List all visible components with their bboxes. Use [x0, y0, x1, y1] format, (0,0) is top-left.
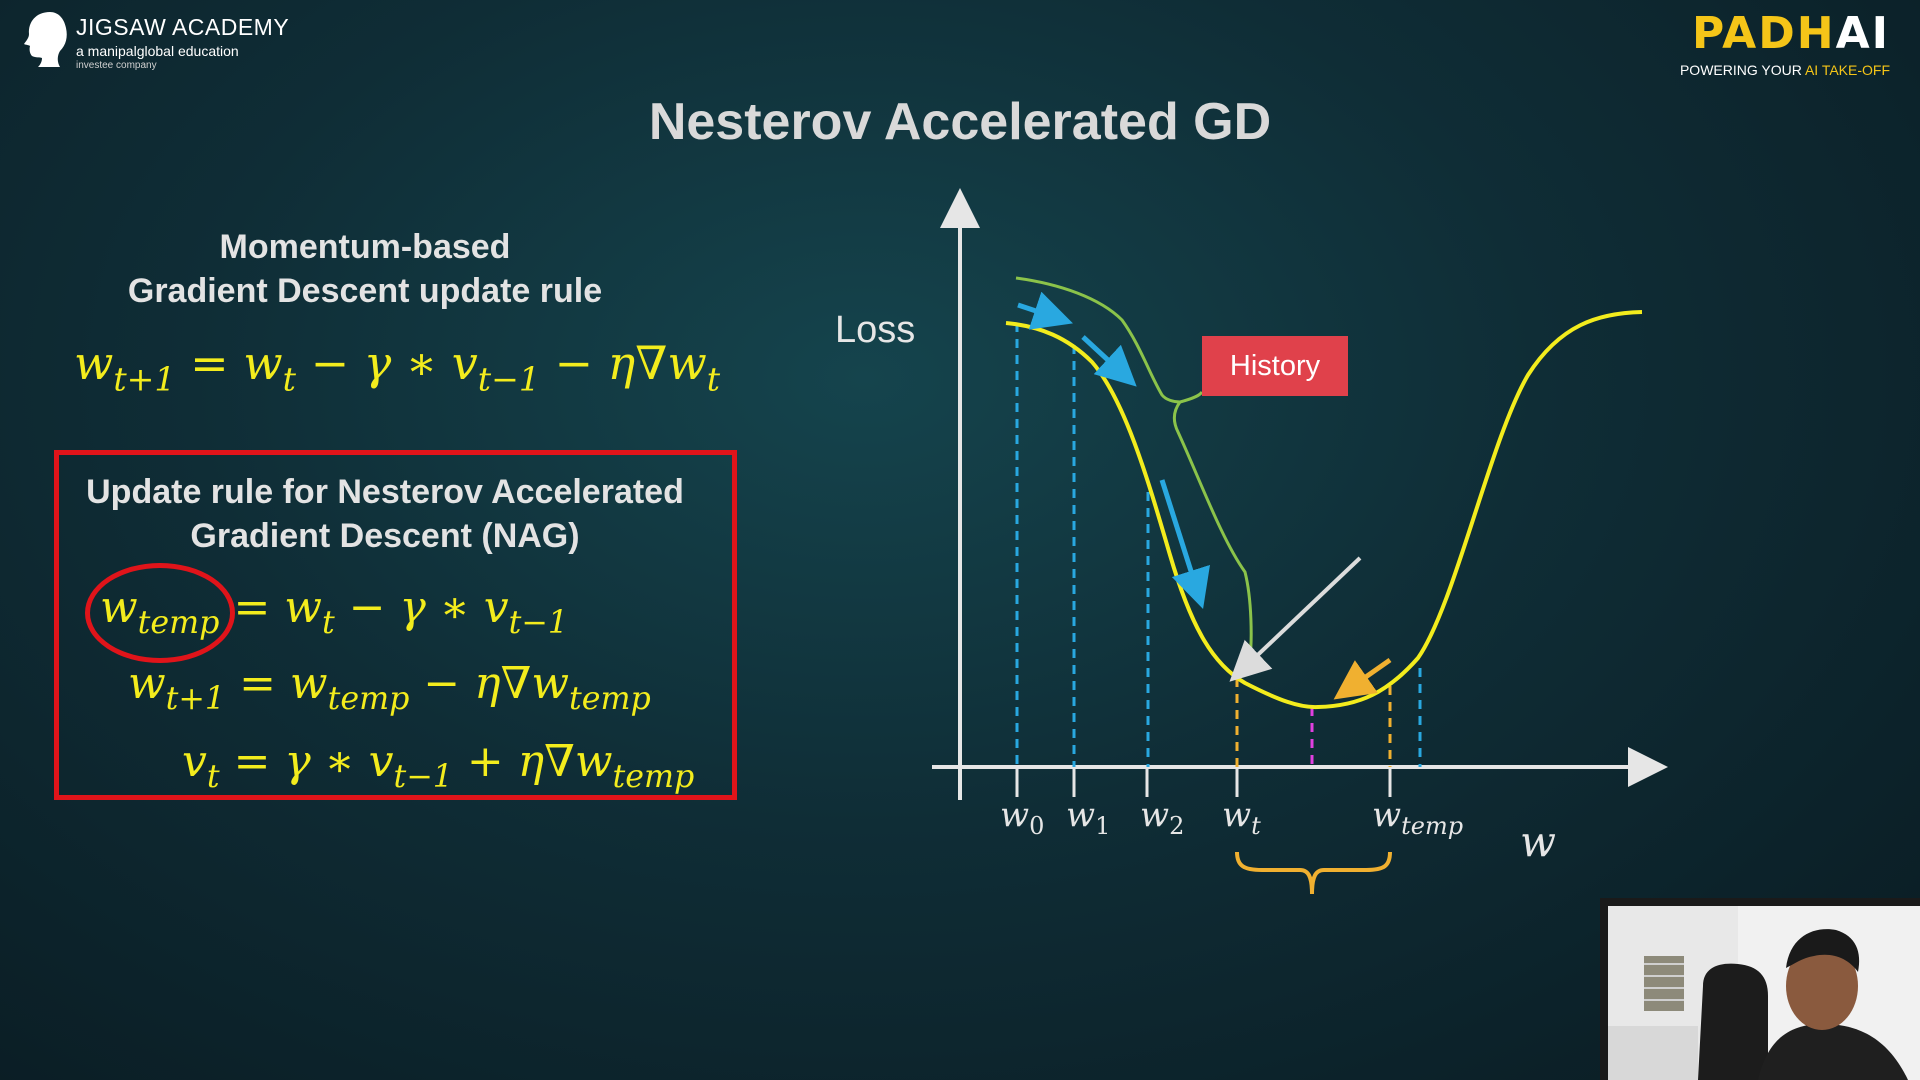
jigsaw-academy-subtitle-2: investee company — [76, 60, 157, 71]
slide-title: Nesterov Accelerated GD — [648, 93, 1272, 151]
step-dashed-lines — [1015, 323, 1422, 767]
padhai-tagline-start: POWERING YOUR — [1679, 62, 1805, 78]
nag-heading-line2: Gradient Descent (NAG) — [190, 517, 580, 555]
tick-label-wt: wt — [1222, 795, 1261, 840]
presenter-video-frame — [1608, 906, 1920, 1080]
history-badge: History — [1202, 336, 1348, 396]
wt-wtemp-brace — [1235, 851, 1392, 895]
nag-heading-line1: Update rule for Nesterov Accelerated — [86, 473, 684, 511]
nag-velocity-equation: vt = γ ∗ vt−1 + η∇wtemp — [182, 736, 695, 796]
nag-update-equation: wt+1 = wtemp − η∇wtemp — [128, 658, 651, 718]
tick-label-w1: w1 — [1066, 795, 1110, 840]
presenter-video — [1600, 898, 1920, 1080]
padhai-wordmark-main: PADH — [1691, 8, 1836, 59]
tick-label-wtemp: wtemp — [1372, 795, 1463, 840]
jigsaw-academy-name: JIGSAW ACADEMY — [76, 14, 290, 40]
momentum-heading-line1: Momentum-based — [219, 228, 511, 266]
padhai-logo: PADHAI POWERING YOUR AI TAKE-OFF — [1680, 12, 1890, 79]
lookahead-pointer-arrow — [1229, 556, 1362, 682]
momentum-heading-line2: Gradient Descent update rule — [127, 272, 603, 310]
momentum-step-arrows — [1017, 291, 1210, 610]
padhai-tagline: POWERING YOUR AI TAKE-OFF — [1680, 62, 1890, 78]
loss-curve — [1005, 310, 1643, 710]
padhai-wordmark-ai: AI — [1835, 8, 1890, 59]
nag-highlight-box — [54, 450, 737, 800]
momentum-heading: Momentum-based Gradient Descent update r… — [60, 225, 670, 313]
padhai-wordmark: PADHAI — [1680, 12, 1890, 56]
loss-curve-diagram: Loss w w0 w1 w2 wt wtemp — [835, 188, 1668, 895]
x-tick-labels: w0 w1 w2 wt wtemp — [1000, 795, 1463, 840]
x-axis-label: w — [1520, 817, 1556, 866]
tick-label-w2: w2 — [1140, 795, 1184, 840]
correction-arrow — [1333, 657, 1392, 700]
history-curve — [1015, 276, 1253, 659]
jigsaw-academy-subtitle: a manipalglobal education — [76, 43, 239, 59]
x-axis-ticks — [1015, 767, 1392, 797]
y-axis-label: Loss — [835, 309, 915, 351]
jigsaw-academy-logo: JIGSAW ACADEMY a manipalglobal education… — [20, 10, 289, 71]
padhai-tagline-highlight: AI TAKE-OFF — [1804, 62, 1890, 78]
tick-label-w0: w0 — [1000, 795, 1044, 840]
nag-heading: Update rule for Nesterov Accelerated Gra… — [60, 470, 710, 558]
wtemp-highlight-circle — [85, 563, 235, 663]
head-silhouette-icon — [24, 12, 67, 67]
momentum-update-equation: wt+1 = wt − γ ∗ vt−1 − η∇wt — [74, 336, 721, 399]
